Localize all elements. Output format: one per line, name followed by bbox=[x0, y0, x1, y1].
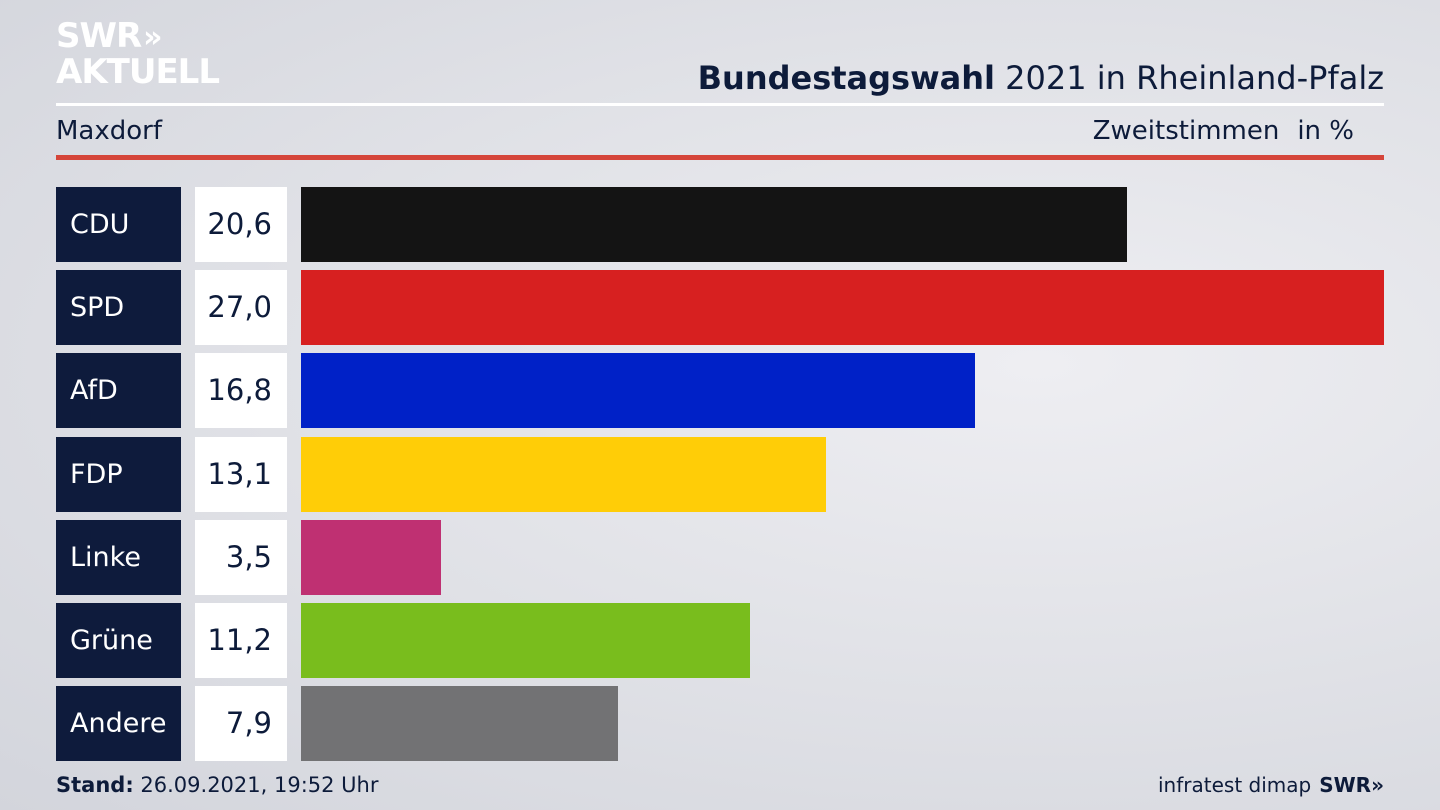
metric-name: Zweitstimmen bbox=[1092, 116, 1280, 146]
value-label: 13,1 bbox=[195, 436, 287, 512]
party-label: SPD bbox=[56, 270, 181, 346]
value-label: 7,9 bbox=[195, 686, 287, 762]
logo-swr-text: SWR bbox=[56, 16, 142, 56]
value-label: 11,2 bbox=[195, 603, 287, 678]
value-label: 27,0 bbox=[195, 270, 287, 346]
title-divider bbox=[56, 103, 1384, 106]
bar-row: Andere 7,9 bbox=[56, 686, 1384, 762]
bar-row: AfD 16,8 bbox=[56, 353, 1384, 429]
district-name: Maxdorf bbox=[56, 116, 163, 146]
bar-row: Linke 3,5 bbox=[56, 519, 1384, 595]
value-label: 20,6 bbox=[195, 187, 287, 262]
title-rest: 2021 in Rheinland-Pfalz bbox=[995, 59, 1384, 97]
bar-row: SPD 27,0 bbox=[56, 270, 1384, 346]
logo-chevron-icon: » bbox=[143, 20, 162, 55]
bar bbox=[301, 436, 826, 512]
party-label: AfD bbox=[56, 353, 181, 429]
chart-title: Bundestagswahl 2021 in Rheinland-Pfalz bbox=[698, 58, 1384, 98]
bar-row: FDP 13,1 bbox=[56, 436, 1384, 512]
timestamp: Stand: 26.09.2021, 19:52 Uhr bbox=[56, 771, 379, 799]
bar bbox=[301, 686, 618, 762]
party-label: Grüne bbox=[56, 603, 181, 678]
bar bbox=[301, 603, 750, 678]
party-label: CDU bbox=[56, 187, 181, 262]
party-label: Andere bbox=[56, 686, 181, 762]
swr-brand-logo: SWR» bbox=[1319, 773, 1384, 797]
bar-row: Grüne 11,2 bbox=[56, 603, 1384, 678]
swr-aktuell-logo: SWR» AKTUELL bbox=[56, 18, 226, 90]
unit-label: in % bbox=[1297, 116, 1354, 146]
party-label: Linke bbox=[56, 519, 181, 595]
bar-chart: CDU 20,6 SPD 27,0 AfD 16,8 FDP 13,1 Linke 3,5 Grün… bbox=[56, 187, 1384, 762]
header-divider bbox=[56, 155, 1384, 160]
title-bold: Bundestagswahl bbox=[697, 59, 995, 97]
bar-row: CDU 20,6 bbox=[56, 187, 1384, 262]
bar bbox=[301, 187, 1127, 262]
bar bbox=[301, 353, 975, 429]
stand-value: 26.09.2021, 19:52 Uhr bbox=[133, 773, 379, 797]
source-name: infratest dimap bbox=[1158, 773, 1312, 797]
source-credit: infratest dimap SWR» bbox=[1158, 771, 1384, 799]
value-label: 16,8 bbox=[195, 353, 287, 429]
bar bbox=[301, 270, 1384, 346]
metric-label: Zweitstimmen in % bbox=[1093, 114, 1354, 148]
logo-aktuell-text: AKTUELL bbox=[56, 52, 220, 92]
value-label: 3,5 bbox=[195, 519, 287, 595]
bar bbox=[301, 519, 441, 595]
party-label: FDP bbox=[56, 436, 181, 512]
stand-label: Stand: bbox=[56, 773, 134, 797]
